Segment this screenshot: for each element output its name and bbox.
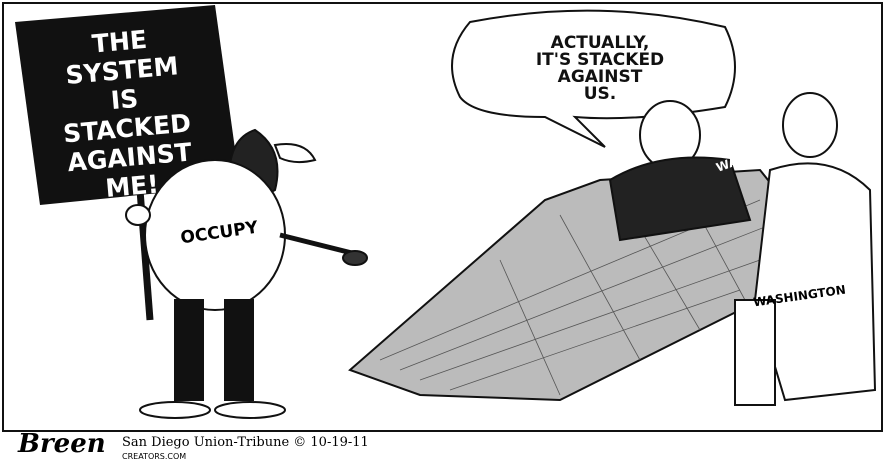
publication: San Diego Union-Tribune © 10-19-11 (122, 435, 369, 450)
panel-border (2, 2, 883, 432)
banker (608, 100, 752, 242)
sign-text-line: THE (91, 25, 148, 59)
sign-board (15, 5, 240, 205)
speech-line: IT'S STACKED (536, 50, 664, 70)
syndicate: CREATORS.COM (122, 452, 186, 461)
sign-text-line: ME! (104, 169, 160, 203)
signature: Breen (17, 429, 106, 459)
protester (125, 128, 368, 419)
speech-line: US. (584, 84, 617, 104)
sign-text-line: IS (110, 84, 140, 115)
speech-line: ACTUALLY, (551, 33, 650, 53)
speech-line: AGAINST (558, 67, 643, 87)
politician (734, 92, 877, 406)
